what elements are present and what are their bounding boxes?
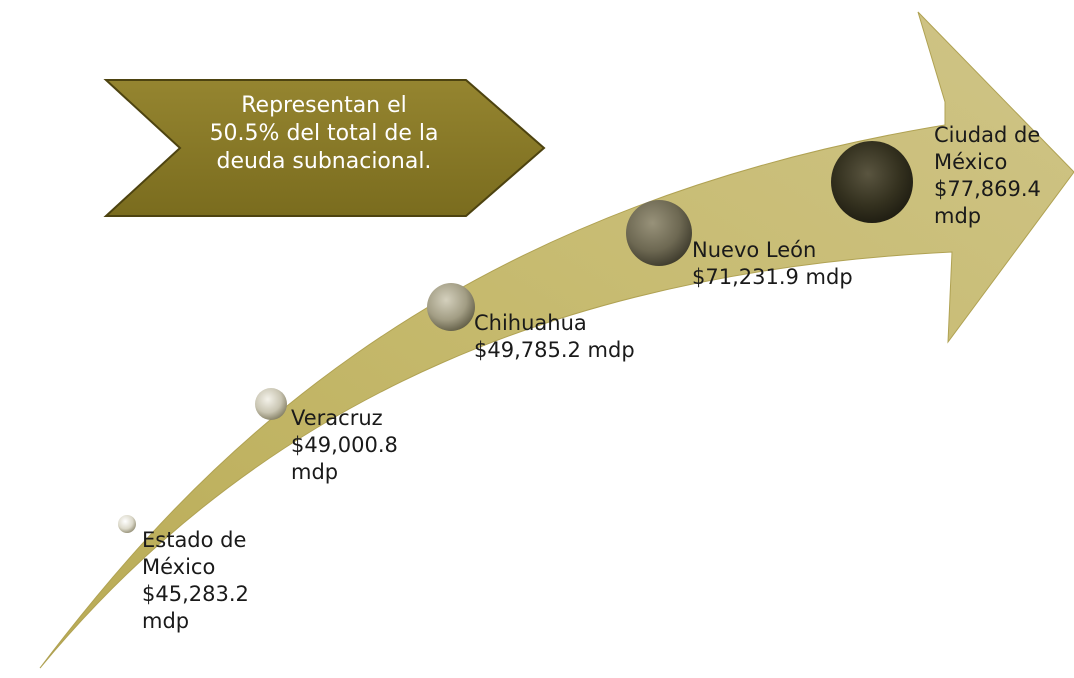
- milestone-label-line: $45,283.2: [142, 582, 249, 606]
- callout-line: deuda subnacional.: [216, 149, 432, 174]
- milestone-label-line: $49,785.2 mdp: [474, 338, 635, 362]
- milestone-label-line: Ciudad de: [934, 123, 1041, 147]
- callout-text: Representan el 50.5% del total de la deu…: [176, 92, 472, 176]
- milestone-label-line: $77,869.4: [934, 177, 1041, 201]
- milestone-label-line: $71,231.9 mdp: [692, 265, 853, 289]
- curved-arrow: [39, 11, 1074, 669]
- milestone-label-line: México: [934, 150, 1008, 174]
- milestone-label-nuevo-leon: Nuevo León $71,231.9 mdp: [692, 237, 853, 291]
- milestone-label-line: mdp: [142, 609, 190, 633]
- milestone-marker-estado-de-mexico: [118, 515, 136, 533]
- milestone-label-chihuahua: Chihuahua $49,785.2 mdp: [474, 310, 635, 364]
- milestone-marker-veracruz: [255, 388, 287, 420]
- milestone-label-line: mdp: [934, 204, 982, 228]
- milestone-label-line: Chihuahua: [474, 311, 587, 335]
- milestone-marker-nuevo-leon: [626, 200, 692, 266]
- milestone-label-line: Nuevo León: [692, 238, 817, 262]
- milestone-label-estado-de-mexico: Estado de México $45,283.2 mdp: [142, 527, 249, 635]
- milestone-marker-ciudad-de-mexico: [831, 141, 913, 223]
- milestone-label-line: México: [142, 555, 216, 579]
- milestone-label-line: Estado de: [142, 528, 247, 552]
- milestone-label-line: Veracruz: [291, 406, 383, 430]
- milestone-label-ciudad-de-mexico: Ciudad de México $77,869.4 mdp: [934, 122, 1041, 230]
- callout-line: 50.5% del total de la: [209, 121, 439, 146]
- milestone-marker-chihuahua: [427, 283, 475, 331]
- milestone-label-line: $49,000.8: [291, 433, 398, 457]
- callout-line: Representan el: [241, 93, 407, 118]
- callout-shape: [103, 79, 546, 217]
- milestone-label-line: mdp: [291, 460, 339, 484]
- milestone-label-veracruz: Veracruz $49,000.8 mdp: [291, 405, 398, 486]
